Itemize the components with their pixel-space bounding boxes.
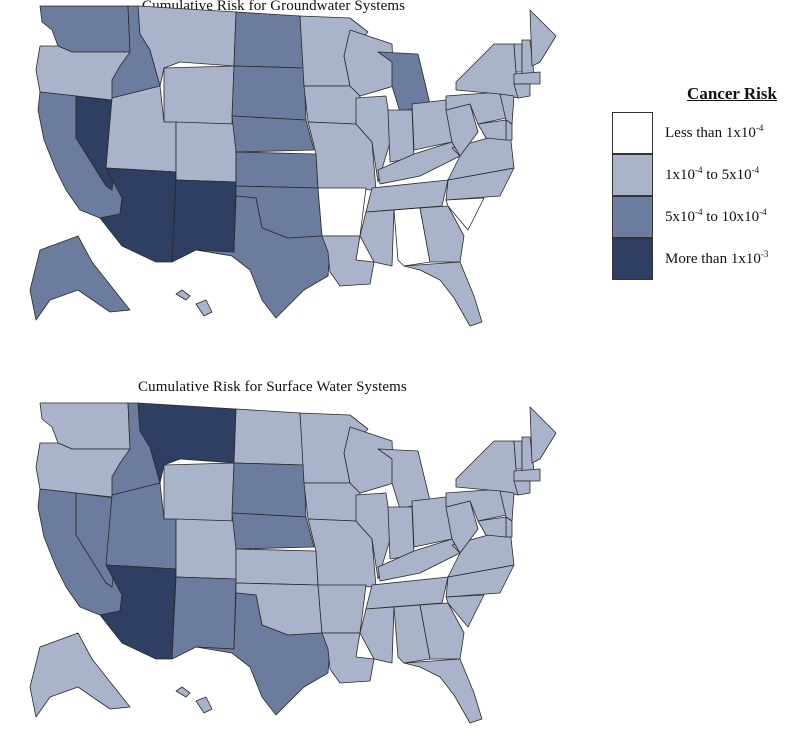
legend-title: Cancer Risk	[687, 84, 777, 103]
state-de	[505, 516, 513, 538]
state-tx	[195, 592, 331, 716]
legend-item: More than 1x10-3	[612, 238, 794, 280]
state-me	[529, 406, 557, 464]
state-wi	[343, 29, 395, 97]
legend-swatch	[612, 238, 653, 280]
state-ia	[303, 482, 361, 522]
state-la	[321, 632, 375, 684]
state-sc	[445, 197, 485, 231]
legend-item: Less than 1x10-4	[612, 112, 794, 154]
state-in	[387, 506, 415, 560]
state-md	[477, 119, 507, 141]
state-ks	[235, 548, 319, 586]
legend-label: More than 1x10-3	[665, 249, 769, 267]
state-tn	[365, 576, 449, 610]
legend-item: 1x10-4 to 5x10-4	[612, 154, 794, 196]
state-la	[321, 235, 375, 287]
state-nd	[233, 408, 305, 466]
state-in	[387, 109, 415, 163]
state-il	[355, 492, 393, 580]
surface-water-map-title: Cumulative Risk for Surface Water System…	[138, 379, 407, 395]
state-ct	[513, 480, 531, 496]
state-ms	[359, 606, 395, 664]
state-fl	[403, 261, 483, 327]
state-ms	[359, 209, 395, 267]
state-ia	[303, 85, 361, 125]
surface-water-risk-map	[29, 402, 557, 724]
state-fl	[403, 658, 483, 724]
legend-label: Less than 1x10-4	[665, 123, 764, 141]
state-ga	[419, 602, 465, 660]
state-tn	[365, 179, 449, 213]
state-wa	[39, 402, 131, 450]
state-ma	[513, 468, 541, 482]
state-ak	[29, 632, 131, 718]
groundwater-risk-map	[29, 5, 557, 327]
state-hi	[195, 696, 213, 714]
state-ct	[513, 83, 531, 99]
legend-swatch	[612, 112, 653, 154]
legend-swatch	[612, 196, 653, 238]
state-hi	[175, 289, 191, 301]
state-sc	[445, 594, 485, 628]
state-wi	[343, 426, 395, 494]
state-ar	[317, 584, 367, 634]
state-co	[175, 121, 237, 183]
state-ak	[29, 235, 131, 321]
state-tx	[195, 195, 331, 319]
state-ar	[317, 187, 367, 237]
state-ks	[235, 151, 319, 189]
state-nm	[171, 576, 237, 660]
state-de	[505, 119, 513, 141]
state-al	[393, 604, 431, 664]
state-ny	[455, 440, 519, 496]
state-ny	[455, 43, 519, 99]
legend-label: 1x10-4 to 5x10-4	[665, 165, 760, 183]
state-nd	[233, 11, 305, 69]
state-al	[393, 207, 431, 267]
state-ma	[513, 71, 541, 85]
state-ga	[419, 205, 465, 263]
state-co	[175, 518, 237, 580]
state-me	[529, 9, 557, 67]
legend-swatch	[612, 154, 653, 196]
state-md	[477, 516, 507, 538]
state-ne	[231, 512, 315, 550]
state-hi	[195, 299, 213, 317]
state-il	[355, 95, 393, 183]
state-sd	[231, 65, 307, 121]
state-wa	[39, 5, 131, 53]
state-wy	[163, 65, 235, 125]
state-sd	[231, 462, 307, 518]
state-ne	[231, 115, 315, 153]
state-hi	[175, 686, 191, 698]
legend-label: 5x10-4 to 10x10-4	[665, 207, 767, 225]
cancer-risk-legend: Cancer Risk Less than 1x10-4 1x10-4 to 5…	[612, 84, 794, 280]
state-wy	[163, 462, 235, 522]
state-nm	[171, 179, 237, 263]
legend-item: 5x10-4 to 10x10-4	[612, 196, 794, 238]
